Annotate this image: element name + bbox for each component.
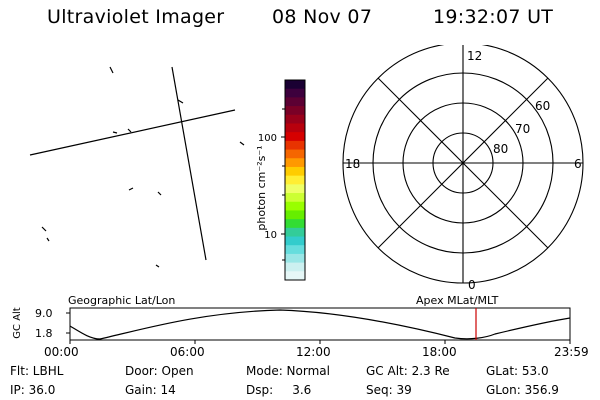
gc-alt-tick-high: 9.0	[35, 307, 53, 320]
dsp-readout: Dsp: 3.6	[246, 383, 312, 397]
mlt-label-left: 18	[345, 157, 360, 171]
colorbar-swatch	[285, 97, 305, 107]
colorbar-swatch	[285, 123, 305, 133]
colorbar-units-label: photon cm⁻²s⁻¹	[255, 145, 268, 230]
mlt-label-bottom: 0	[468, 278, 476, 292]
colorbar-swatch	[285, 227, 305, 238]
colorbar-swatch	[285, 184, 305, 194]
time-tick-label: 00:00	[44, 345, 79, 359]
time-tick-label: 18:00	[422, 345, 457, 359]
colorbar-swatch	[285, 236, 305, 246]
colorbar-swatch	[285, 210, 305, 220]
intensity-colorbar: 100 10 photon cm⁻²s⁻¹	[255, 79, 306, 281]
lat-label-80: 80	[493, 142, 508, 156]
colorbar-swatch	[285, 88, 305, 98]
colorbar-swatch	[285, 166, 305, 177]
gc-alt-axis-label: GC Alt	[12, 307, 23, 339]
geographic-latlon-title: Geographic Lat/Lon	[68, 294, 175, 307]
longitude-line	[171, 66, 207, 261]
mlt-label-right: 6	[574, 157, 582, 171]
colorbar-swatch	[285, 80, 305, 90]
time-tick-label: 23:59	[554, 345, 589, 359]
polar-mlt-plot: 12 18 6 0 60 70 80	[342, 45, 584, 292]
filter-readout: Flt: LBHL	[10, 364, 64, 378]
glon-readout: GLon: 356.9	[486, 383, 559, 397]
glat-readout: GLat: 53.0	[486, 364, 549, 378]
coastline-fragment	[127, 128, 132, 133]
time-tick-label: 12:00	[296, 345, 331, 359]
ip-readout: IP: 36.0	[10, 383, 56, 397]
colorbar-tick-low: 10	[264, 230, 277, 241]
colorbar-swatch	[285, 201, 305, 211]
geographic-image-panel	[29, 66, 245, 268]
colorbar-swatch	[285, 245, 305, 255]
colorbar-swatch	[285, 262, 305, 272]
gc-alt-readout: GC Alt: 2.3 Re	[366, 364, 450, 378]
colorbar-swatch	[285, 219, 305, 229]
instrument-title: Ultraviolet Imager	[47, 6, 225, 28]
coastline-fragment	[239, 141, 245, 146]
colorbar-swatch	[285, 253, 305, 264]
colorbar-swatch	[285, 140, 305, 151]
latitude-line	[29, 109, 236, 156]
coastline-fragment	[46, 237, 50, 242]
time-tick-label: 06:00	[170, 345, 205, 359]
coastline-fragment	[112, 131, 118, 134]
coastline-fragment	[41, 226, 47, 232]
coastline-fragment	[109, 66, 114, 74]
colorbar-swatch	[285, 114, 305, 124]
colorbar-swatch	[285, 158, 305, 168]
lat-label-70: 70	[515, 122, 530, 136]
door-readout: Door: Open	[125, 364, 194, 378]
orbit-altitude-timeline: Geographic Lat/Lon Apex MLat/MLT GC Alt …	[12, 294, 589, 359]
colorbar-swatch	[285, 175, 305, 185]
colorbar-swatch	[285, 193, 305, 203]
time-label: 19:32:07 UT	[433, 6, 554, 28]
seq-readout: Seq: 39	[366, 383, 412, 397]
coastline-fragment	[155, 264, 160, 268]
gain-readout: Gain: 14	[125, 383, 176, 397]
colorbar-swatch	[285, 149, 305, 159]
colorbar-tick-high: 100	[258, 133, 277, 144]
mode-readout: Mode: Normal	[246, 364, 330, 378]
colorbar-swatch	[285, 106, 305, 116]
colorbar-swatch	[285, 132, 305, 142]
date-label: 08 Nov 07	[272, 6, 373, 28]
diagonal-gridline	[377, 77, 549, 249]
gc-alt-tick-low: 1.8	[35, 327, 53, 340]
colorbar-swatch	[285, 271, 305, 281]
apex-mlat-mlt-title: Apex MLat/MLT	[416, 294, 499, 307]
mlt-label-top: 12	[467, 49, 482, 63]
colorbar-gradient	[285, 80, 305, 281]
lat-label-60: 60	[535, 99, 550, 113]
altitude-trace	[69, 309, 571, 340]
coastline-fragment	[128, 187, 134, 191]
colorbar-frame	[284, 79, 306, 281]
coastline-fragment	[177, 99, 184, 104]
coastline-fragment	[157, 191, 162, 196]
